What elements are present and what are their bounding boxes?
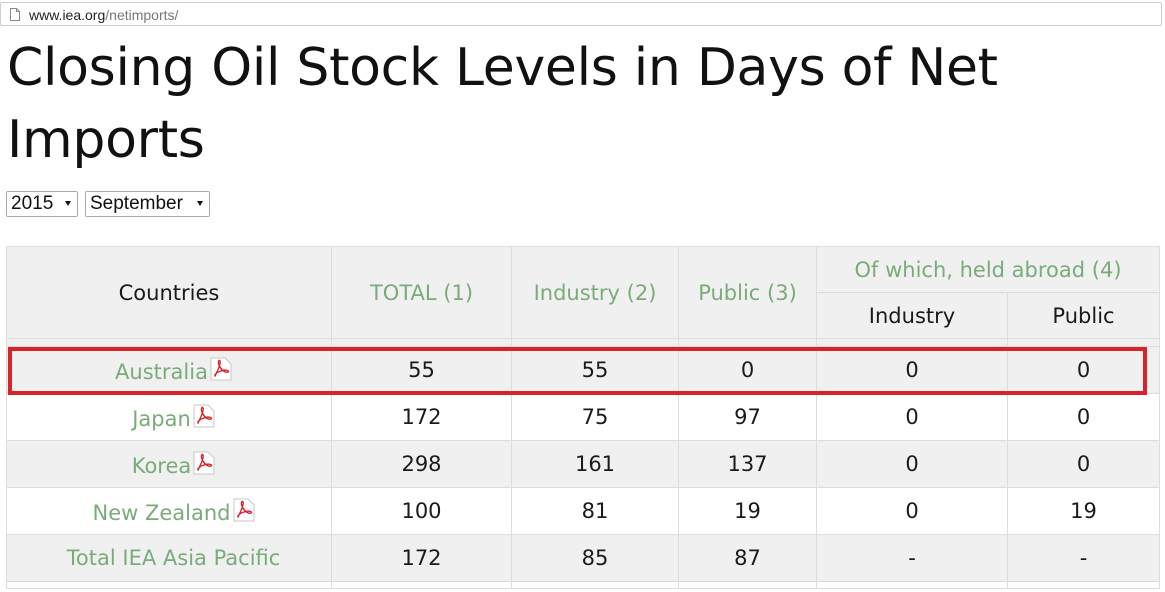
- industry-cell: 75: [511, 393, 679, 441]
- page-icon: [10, 8, 20, 21]
- url-field[interactable]: www.iea.org/netimports/: [0, 2, 1162, 26]
- header-held-abroad[interactable]: Of which, held abroad (4): [815, 246, 1161, 293]
- header-held-abroad-public: Public: [1006, 292, 1161, 339]
- pdf-icon[interactable]: [233, 498, 255, 522]
- pdf-icon[interactable]: [193, 451, 215, 475]
- abroad-industry-cell: 0: [816, 346, 1008, 394]
- header-total[interactable]: TOTAL (1): [331, 246, 512, 339]
- country-cell: Australia: [6, 346, 332, 394]
- country-cell: Japan: [6, 393, 332, 441]
- oil-stock-table: Countries TOTAL (1) Industry (2) Public …: [6, 246, 1161, 589]
- public-cell: 87: [678, 534, 817, 582]
- table-row-partial: [6, 581, 1161, 589]
- abroad-industry-cell: 0: [816, 393, 1008, 441]
- country-link[interactable]: Japan: [132, 406, 191, 431]
- header-held-abroad-industry: Industry: [816, 292, 1008, 339]
- total-cell: 55: [331, 346, 512, 394]
- total-cell: 172: [331, 534, 512, 582]
- abroad-public-cell: 0: [1006, 440, 1161, 488]
- abroad-industry-cell: 0: [816, 440, 1008, 488]
- total-cell: 100: [331, 487, 512, 535]
- pdf-icon[interactable]: [193, 404, 215, 428]
- url-text: www.iea.org/netimports/: [29, 6, 178, 24]
- month-select[interactable]: September: [85, 191, 210, 217]
- public-cell: 97: [678, 393, 817, 441]
- header-spacer-row: [6, 338, 1161, 347]
- industry-cell: 55: [511, 346, 679, 394]
- abroad-public-cell: 19: [1006, 487, 1161, 535]
- header-industry[interactable]: Industry (2): [511, 246, 679, 339]
- country-link[interactable]: New Zealand: [92, 500, 231, 525]
- abroad-public-cell: 0: [1006, 346, 1161, 394]
- country-link[interactable]: Total IEA Asia Pacific: [66, 546, 281, 570]
- page-title: Closing Oil Stock Levels in Days of Net …: [7, 38, 998, 170]
- country-cell: Total IEA Asia Pacific: [6, 534, 332, 582]
- caret-down-icon: [197, 201, 203, 206]
- total-cell: 298: [331, 440, 512, 488]
- table-row: Australia 55 55 0 0 0: [6, 346, 1161, 394]
- total-cell: 172: [331, 393, 512, 441]
- header-public[interactable]: Public (3): [678, 246, 817, 339]
- table-row: Japan 172 75 97 0 0: [6, 393, 1161, 441]
- table-row: Total IEA Asia Pacific 172 85 87 - -: [6, 534, 1161, 582]
- abroad-industry-cell: -: [816, 534, 1008, 582]
- industry-cell: 161: [511, 440, 679, 488]
- url-path: /netimports/: [105, 7, 179, 23]
- table-row: New Zealand 100 81 19 0 19: [6, 487, 1161, 535]
- public-cell: 0: [678, 346, 817, 394]
- abroad-industry-cell: 0: [816, 487, 1008, 535]
- month-select-value: September: [90, 193, 183, 214]
- public-cell: 137: [678, 440, 817, 488]
- abroad-public-cell: 0: [1006, 393, 1161, 441]
- browser-address-bar: www.iea.org/netimports/: [0, 0, 1165, 30]
- industry-cell: 85: [511, 534, 679, 582]
- header-countries: Countries: [6, 246, 332, 339]
- year-select[interactable]: 2015: [6, 191, 78, 217]
- country-link[interactable]: Korea: [131, 453, 192, 478]
- pdf-icon[interactable]: [210, 357, 232, 381]
- country-cell: New Zealand: [6, 487, 332, 535]
- industry-cell: 81: [511, 487, 679, 535]
- country-link[interactable]: Australia: [115, 359, 208, 384]
- url-host: www.iea.org: [29, 7, 106, 23]
- caret-down-icon: [65, 201, 71, 206]
- public-cell: 19: [678, 487, 817, 535]
- country-cell: Korea: [6, 440, 332, 488]
- table-row: Korea 298 161 137 0 0: [6, 440, 1161, 488]
- year-select-value: 2015: [11, 193, 54, 214]
- abroad-public-cell: -: [1006, 534, 1161, 582]
